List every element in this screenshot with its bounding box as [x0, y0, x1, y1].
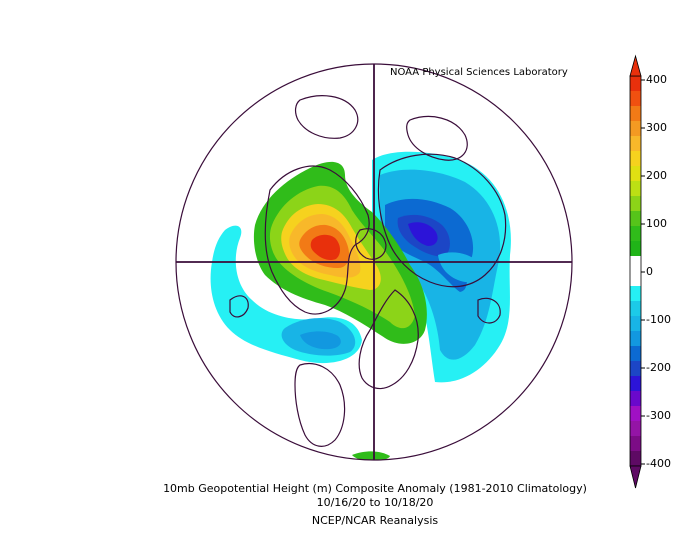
colorbar-bin [630, 331, 641, 347]
atlantic-negative-spot [438, 252, 482, 282]
credit-label: NOAA Physical Sciences Laboratory [390, 67, 568, 78]
colorbar-tick-label: 100 [646, 217, 667, 230]
colorbar-bin [630, 151, 641, 167]
colorbar-bin [630, 196, 641, 212]
colorbar-bin [630, 241, 641, 257]
colorbar-bin [630, 316, 641, 332]
colorbar-bin [630, 451, 641, 467]
colorbar-bin [630, 346, 641, 362]
colorbar-bin [630, 121, 641, 137]
colorbar-bin [630, 136, 641, 152]
caption-title: 10mb Geopotential Height (m) Composite A… [163, 482, 587, 495]
colorbar [629, 54, 642, 489]
colorbar-tick-label: 300 [646, 121, 667, 134]
colorbar-tick-label: 0 [646, 265, 653, 278]
colorbar-bin [630, 76, 641, 92]
colorbar-bin [630, 211, 641, 227]
colorbar-bin [630, 301, 641, 317]
colorbar-bin [630, 166, 641, 182]
graticule [175, 63, 573, 461]
colorbar-bin [630, 361, 641, 377]
anomaly-fields [210, 151, 511, 460]
negative-anomaly-min [408, 222, 438, 246]
colorbar-tick-label: 400 [646, 73, 667, 86]
colorbar-bin [630, 226, 641, 242]
colorbar-tick-label: -200 [646, 361, 671, 374]
colorbar-bin [630, 376, 641, 392]
south-green-spot [352, 451, 390, 460]
colorbar-bin [630, 106, 641, 122]
pacific-negative-min [300, 331, 341, 350]
colorbar-bin [630, 91, 641, 107]
positive-anomaly-max [310, 234, 341, 261]
colorbar-tick-label: -400 [646, 457, 671, 470]
colorbar-tick-label: 200 [646, 169, 667, 182]
colorbar-tick-marks [641, 79, 645, 465]
colorbar-tick-label: -300 [646, 409, 671, 422]
colorbar-bin [630, 436, 641, 452]
caption-dataset: NCEP/NCAR Reanalysis [311, 514, 439, 527]
colorbar-bottom-arrow [629, 465, 642, 489]
colorbar-bin [630, 286, 641, 302]
colorbar-bin [630, 391, 641, 407]
colorbar-bin [630, 271, 641, 287]
caption-dates: 10/16/20 to 10/18/20 [316, 496, 434, 509]
colorbar-top-arrow [629, 54, 642, 77]
colorbar-bin [630, 256, 641, 272]
colorbar-bin [630, 181, 641, 197]
colorbar-tick-label: -100 [646, 313, 671, 326]
colorbar-bin [630, 421, 641, 437]
colorbar-bin [630, 406, 641, 422]
